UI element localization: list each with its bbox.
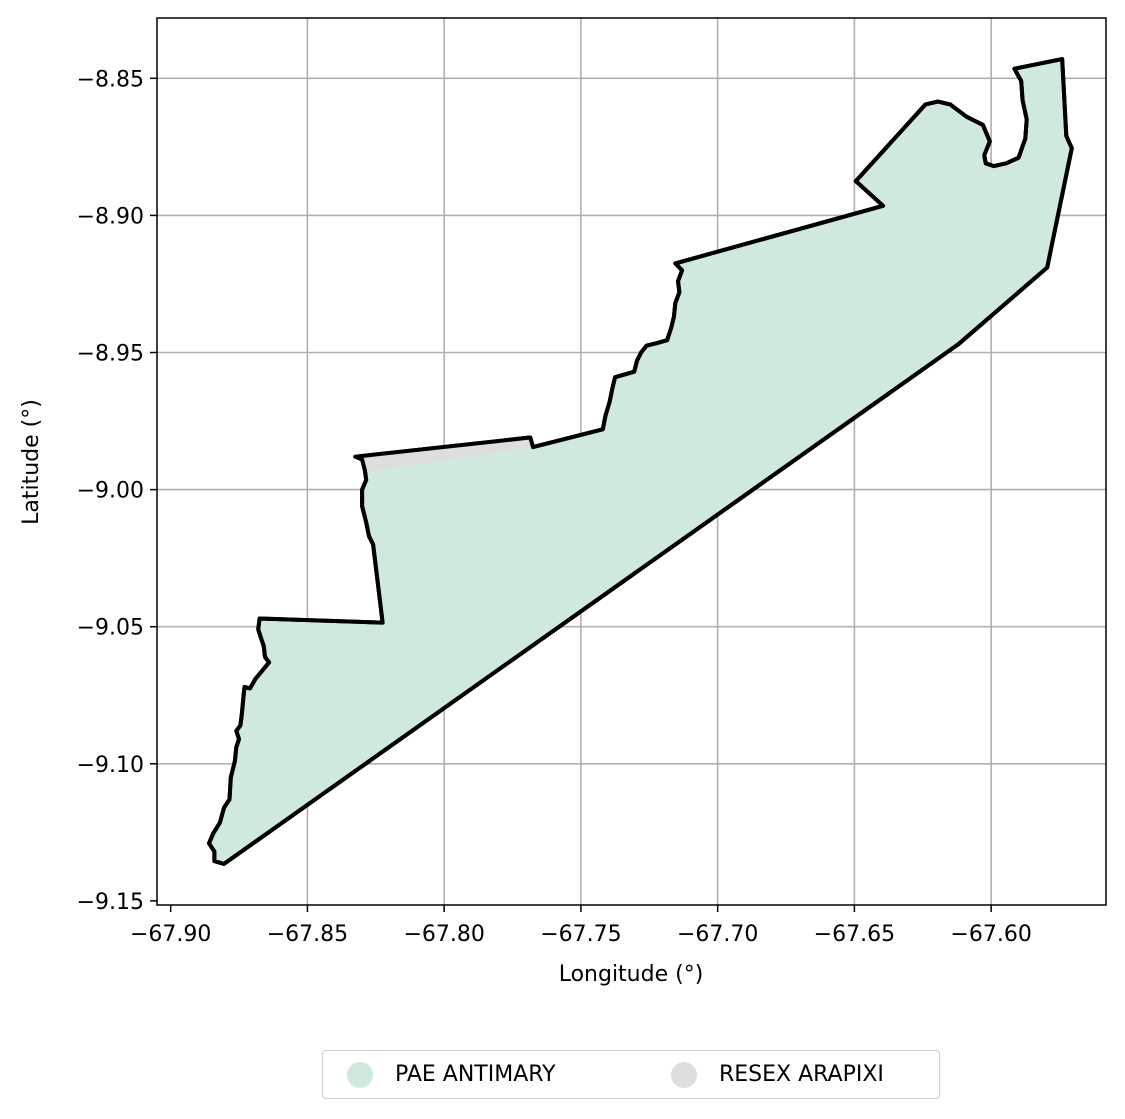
y-tick-label: −8.95 [77,342,144,367]
legend-label-resex-arapixi: RESEX ARAPIXI [719,1062,884,1087]
legend: PAE ANTIMARY RESEX ARAPIXI [322,1050,940,1099]
legend-marker-pae-antimary [347,1061,373,1088]
legend-marker-resex-arapixi [671,1061,697,1088]
y-tick-label: −9.05 [77,616,144,641]
y-tick-label: −8.90 [77,204,144,229]
y-tick-label: −9.00 [77,479,144,504]
legend-label-pae-antimary: PAE ANTIMARY [395,1062,556,1087]
polygon-resex-arapixi [355,437,533,472]
x-tick-label: −67.75 [540,922,621,947]
axes-frame [156,17,1107,906]
y-tick-label: −8.85 [77,67,144,92]
x-tick-label: −67.60 [950,922,1031,947]
x-tick-label: −67.65 [814,922,895,947]
y-tick-label: −9.15 [77,890,144,915]
y-axis-label: Latitude (°) [19,399,44,525]
x-axis-ticks: −67.90 −67.85 −67.80 −67.75 −67.70 −67.65 −67.… [130,905,1032,947]
x-tick-label: −67.80 [403,922,484,947]
map-polygons [207,57,1074,866]
legend-item-pae-antimary: PAE ANTIMARY [347,1051,556,1098]
x-tick-label: −67.85 [267,922,348,947]
y-tick-label: −9.10 [77,753,144,778]
legend-item-resex-arapixi: RESEX ARAPIXI [671,1051,884,1098]
x-tick-label: −67.70 [677,922,758,947]
y-axis-ticks: −8.85 −8.90 −8.95 −9.00 −9.05 −9.10 −9.15 [77,67,157,915]
x-axis-label: Longitude (°) [559,962,704,987]
x-tick-label: −67.90 [130,922,211,947]
boundary-outline [207,57,1074,866]
